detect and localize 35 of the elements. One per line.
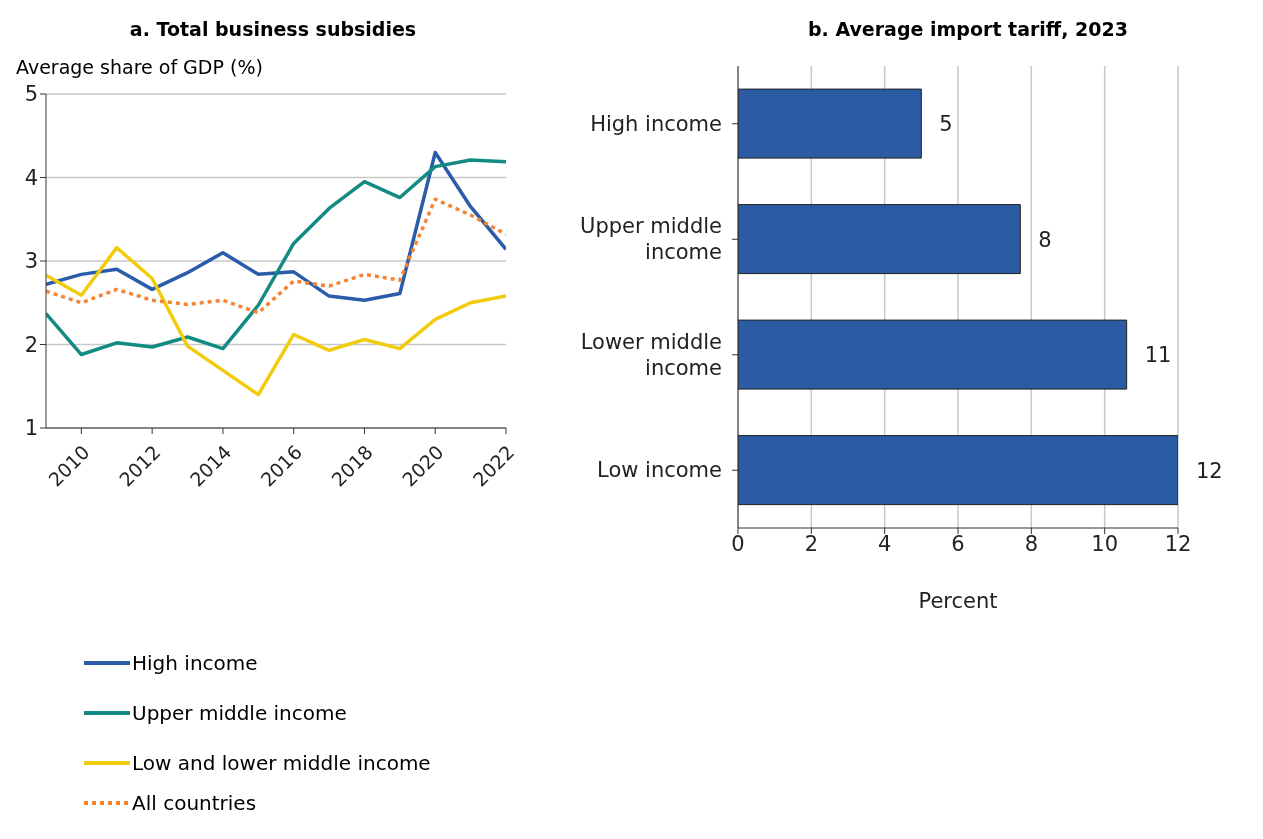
y-tick-label: 5 bbox=[24, 82, 38, 107]
chart-title: b. Average import tariff, 2023 bbox=[807, 18, 1129, 40]
bar bbox=[738, 204, 1021, 275]
line-series bbox=[46, 158, 506, 357]
x-tick-label: 4 bbox=[877, 531, 892, 556]
y-axis-title: Average share of GDP (%) bbox=[16, 56, 263, 78]
y-tick-label: Upper middle income bbox=[580, 214, 722, 265]
line-series bbox=[46, 245, 506, 397]
y-tick-label: 1 bbox=[24, 416, 38, 441]
x-axis-title: Percent bbox=[918, 589, 998, 613]
y-tick-label: High income bbox=[590, 111, 722, 136]
line-series bbox=[46, 150, 506, 302]
x-tick-label: 0 bbox=[731, 531, 745, 556]
bar bbox=[738, 435, 1178, 506]
bar bbox=[738, 319, 1128, 390]
legend-label: Low and lower middle income bbox=[132, 751, 431, 775]
line-series bbox=[46, 197, 506, 315]
y-tick-label: Lower middle income bbox=[580, 329, 722, 380]
x-tick-label: 8 bbox=[1024, 531, 1039, 556]
x-tick-label: 12 bbox=[1164, 531, 1192, 556]
y-tick-label: Low income bbox=[597, 458, 722, 483]
legend-label: All countries bbox=[132, 791, 257, 815]
data-label: 5 bbox=[939, 112, 953, 137]
x-tick-label: 10 bbox=[1091, 531, 1119, 556]
y-tick-label: 3 bbox=[24, 249, 38, 274]
x-tick-label: 6 bbox=[951, 531, 965, 556]
chart-title: a. Total business subsidies bbox=[128, 18, 418, 40]
y-tick-label: 4 bbox=[24, 165, 38, 190]
y-tick-label: 2 bbox=[24, 332, 38, 357]
data-label: 11 bbox=[1144, 343, 1172, 368]
data-label: 8 bbox=[1038, 227, 1052, 252]
legend-label: High income bbox=[132, 651, 258, 675]
x-tick-label: 2 bbox=[804, 531, 819, 556]
bar bbox=[738, 88, 922, 159]
legend-label: Upper middle income bbox=[132, 701, 347, 725]
